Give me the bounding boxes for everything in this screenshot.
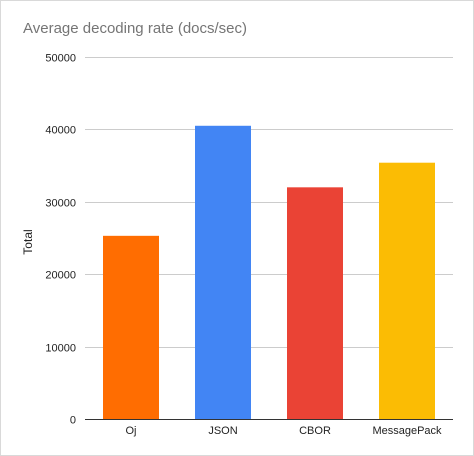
y-tick-labels: 0 10000 20000 30000 40000 50000 — [45, 53, 76, 427]
y-tick-label: 10000 — [45, 343, 76, 355]
x-tick-label: CBOR — [299, 425, 331, 437]
x-tick-label: JSON — [208, 425, 237, 437]
bar-json — [195, 125, 251, 419]
y-tick-label: 40000 — [45, 125, 76, 137]
y-tick-label: 20000 — [45, 270, 76, 282]
bar-cbor — [287, 187, 343, 419]
y-tick-label: 50000 — [45, 53, 76, 65]
bar-messagepack — [379, 162, 435, 420]
chart-title: Average decoding rate (docs/sec) — [23, 20, 248, 37]
y-tick-label: 30000 — [45, 198, 76, 210]
x-tick-labels: Oj JSON CBOR MessagePack — [126, 425, 443, 437]
x-tick-label: Oj — [126, 425, 137, 437]
y-tick-label: 0 — [70, 415, 76, 427]
y-axis-label: Total — [21, 229, 35, 254]
x-tick-label: MessagePack — [372, 425, 442, 437]
bars — [103, 125, 435, 420]
bar-oj — [103, 235, 159, 419]
